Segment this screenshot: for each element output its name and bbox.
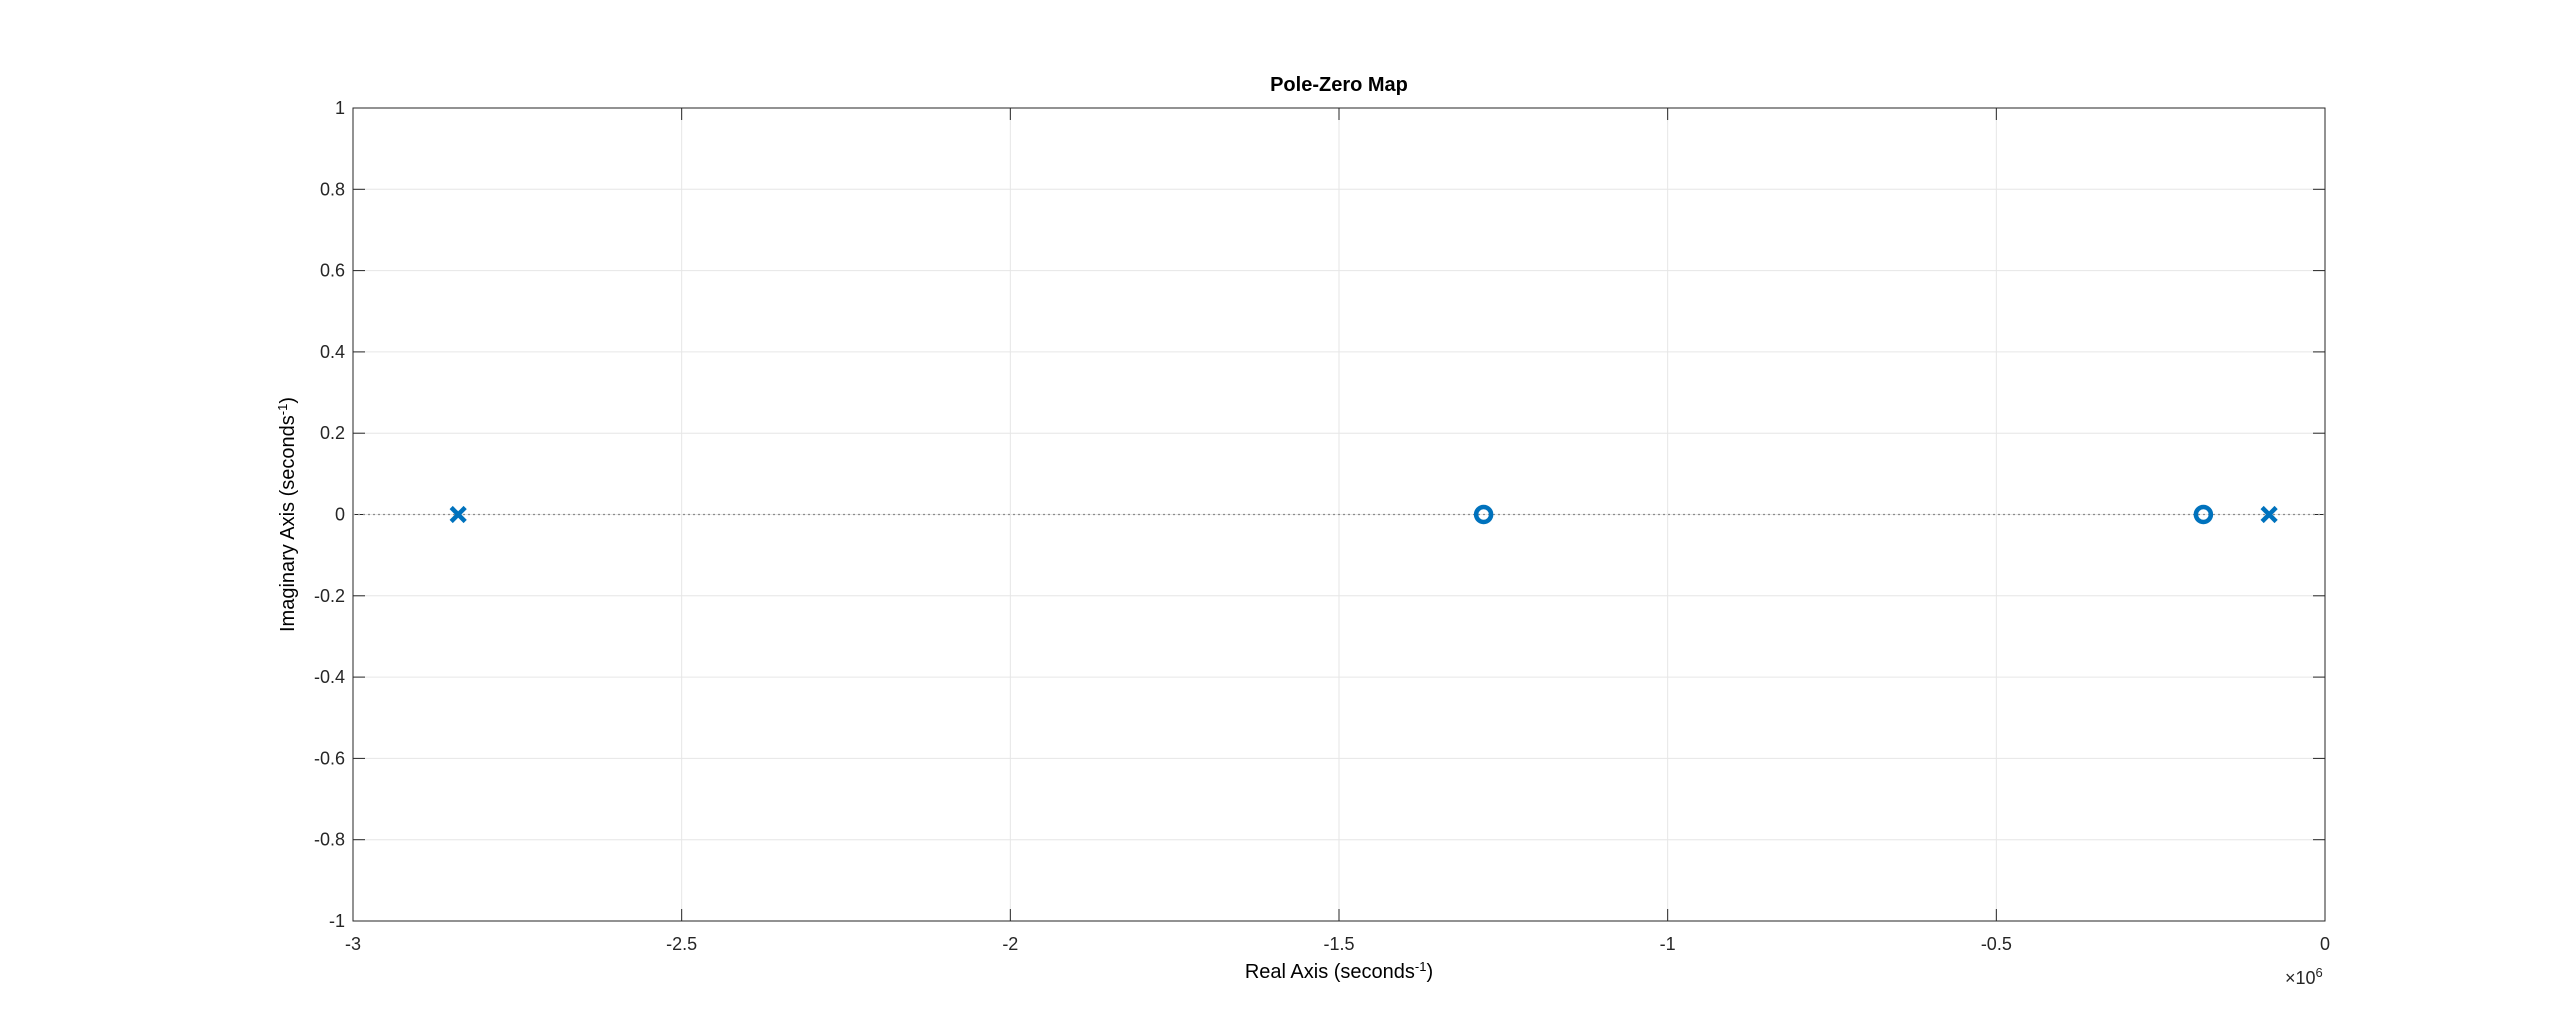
x-axis-label-superscript: -1	[1415, 959, 1427, 974]
y-tick-label: -0.8	[314, 830, 345, 850]
y-tick-label: 0.4	[320, 342, 345, 362]
x-axis-label: Real Axis (seconds-1)	[1245, 959, 1433, 984]
x-axis-exponent-power: 6	[2316, 965, 2323, 980]
x-tick-label: -3	[345, 934, 361, 954]
y-tick-label: 0.2	[320, 423, 345, 443]
y-tick-label: 0	[335, 505, 345, 525]
zero-marker	[1473, 504, 1494, 525]
y-axis-label-suffix: )	[277, 397, 299, 404]
y-tick-label: -0.4	[314, 667, 345, 687]
y-axis-label: Imaginary Axis (seconds-1)	[275, 397, 300, 632]
x-axis-exponent-base: ×10	[2285, 968, 2316, 988]
marks	[449, 504, 2278, 525]
y-tick-label: 1	[335, 98, 345, 118]
zero-marker	[2193, 504, 2214, 525]
y-tick-label: -0.6	[314, 748, 345, 768]
y-tick-label: -0.2	[314, 586, 345, 606]
x-tick-label: 0	[2320, 934, 2330, 954]
y-tick-label: 0.8	[320, 179, 345, 199]
y-tick-label: 0.6	[320, 261, 345, 281]
x-tick-label: -1	[1660, 934, 1676, 954]
pole-marker	[2260, 505, 2278, 524]
x-axis-exponent: ×106	[2285, 965, 2323, 989]
y-axis-label-superscript: -1	[275, 404, 290, 416]
x-axis-label-suffix: )	[1426, 961, 1433, 983]
x-axis-label-text: Real Axis (seconds	[1245, 961, 1415, 983]
y-tick-label: -1	[329, 911, 345, 931]
x-tick-label: -2	[1002, 934, 1018, 954]
x-tick-label: -0.5	[1981, 934, 2012, 954]
x-tick-label: -2.5	[666, 934, 697, 954]
y-axis-label-text: Imaginary Axis (seconds	[277, 415, 299, 632]
ticks: -3 -2.5 -2 -1.5 -1 -0.5 0 -1 -0.8 -0.6 -0.4 -0.2 0 0.…	[314, 98, 2330, 954]
pole-marker	[449, 505, 467, 524]
chart-title: Pole-Zero Map	[1270, 74, 1408, 96]
x-tick-label: -1.5	[1323, 934, 1354, 954]
